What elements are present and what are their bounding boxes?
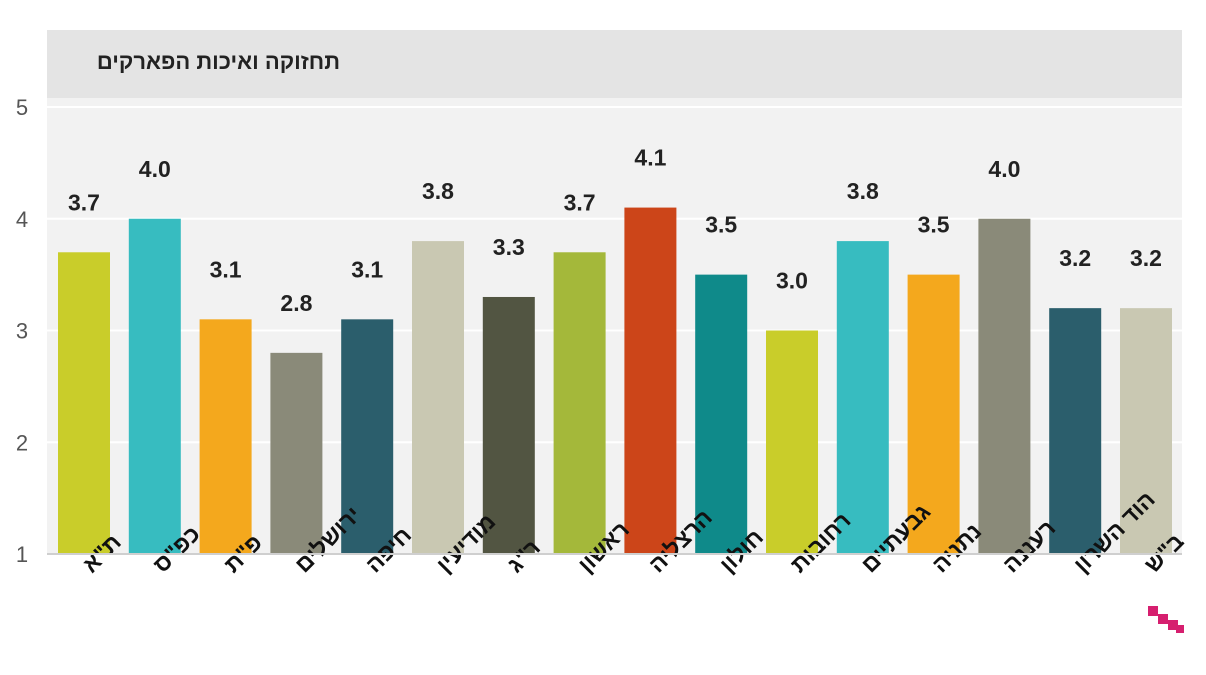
value-labels: 3.7 4.0 3.1 2.8 3.1 3.8 3.3 3.7 4.1 3.5 3.0 3.8 3.5 4… bbox=[68, 145, 1162, 316]
corner-decoration bbox=[1148, 606, 1184, 633]
title-bar bbox=[47, 30, 1182, 98]
bar bbox=[978, 218, 1031, 554]
bar-value-label: 3.5 bbox=[705, 212, 737, 238]
bar bbox=[1049, 308, 1102, 554]
bar bbox=[1120, 308, 1172, 554]
bar-value-label: 3.1 bbox=[210, 256, 242, 282]
bar-value-label: 3.7 bbox=[564, 189, 596, 215]
bar bbox=[128, 218, 181, 554]
bar-value-label: 4.1 bbox=[634, 145, 666, 171]
bar bbox=[907, 274, 960, 554]
bar bbox=[58, 252, 110, 554]
bar bbox=[624, 207, 677, 554]
y-tick-label: 2 bbox=[16, 430, 28, 455]
y-tick-label: 4 bbox=[16, 207, 28, 232]
bar-value-label: 3.7 bbox=[68, 189, 100, 215]
bar bbox=[766, 330, 818, 554]
bar-value-label: 3.2 bbox=[1059, 245, 1091, 271]
bar-value-label: 3.8 bbox=[422, 178, 454, 204]
bars bbox=[58, 207, 1172, 554]
bar bbox=[695, 274, 748, 554]
bar bbox=[553, 252, 606, 554]
y-axis-ticks: 1 2 3 4 5 bbox=[16, 95, 28, 567]
bar-value-label: 3.1 bbox=[351, 256, 383, 282]
bar-value-label: 3.2 bbox=[1130, 245, 1162, 271]
bar-value-label: 2.8 bbox=[280, 290, 312, 316]
bar bbox=[412, 241, 464, 554]
bar bbox=[482, 296, 535, 554]
bar-value-label: 3.0 bbox=[776, 268, 808, 294]
y-tick-label: 3 bbox=[16, 319, 28, 344]
bar-value-label: 4.0 bbox=[988, 156, 1020, 182]
bar-value-label: 3.8 bbox=[847, 178, 879, 204]
y-tick-label: 5 bbox=[16, 95, 28, 120]
bar-value-label: 3.3 bbox=[493, 234, 525, 260]
bar-value-label: 4.0 bbox=[139, 156, 171, 182]
y-tick-label: 1 bbox=[16, 542, 28, 567]
bar bbox=[341, 319, 394, 554]
bar bbox=[836, 241, 889, 554]
chart-title: תחזוקה ואיכות הפארקים bbox=[97, 49, 340, 74]
bar bbox=[270, 352, 323, 554]
bar bbox=[199, 319, 252, 554]
bar-value-label: 3.5 bbox=[918, 212, 950, 238]
